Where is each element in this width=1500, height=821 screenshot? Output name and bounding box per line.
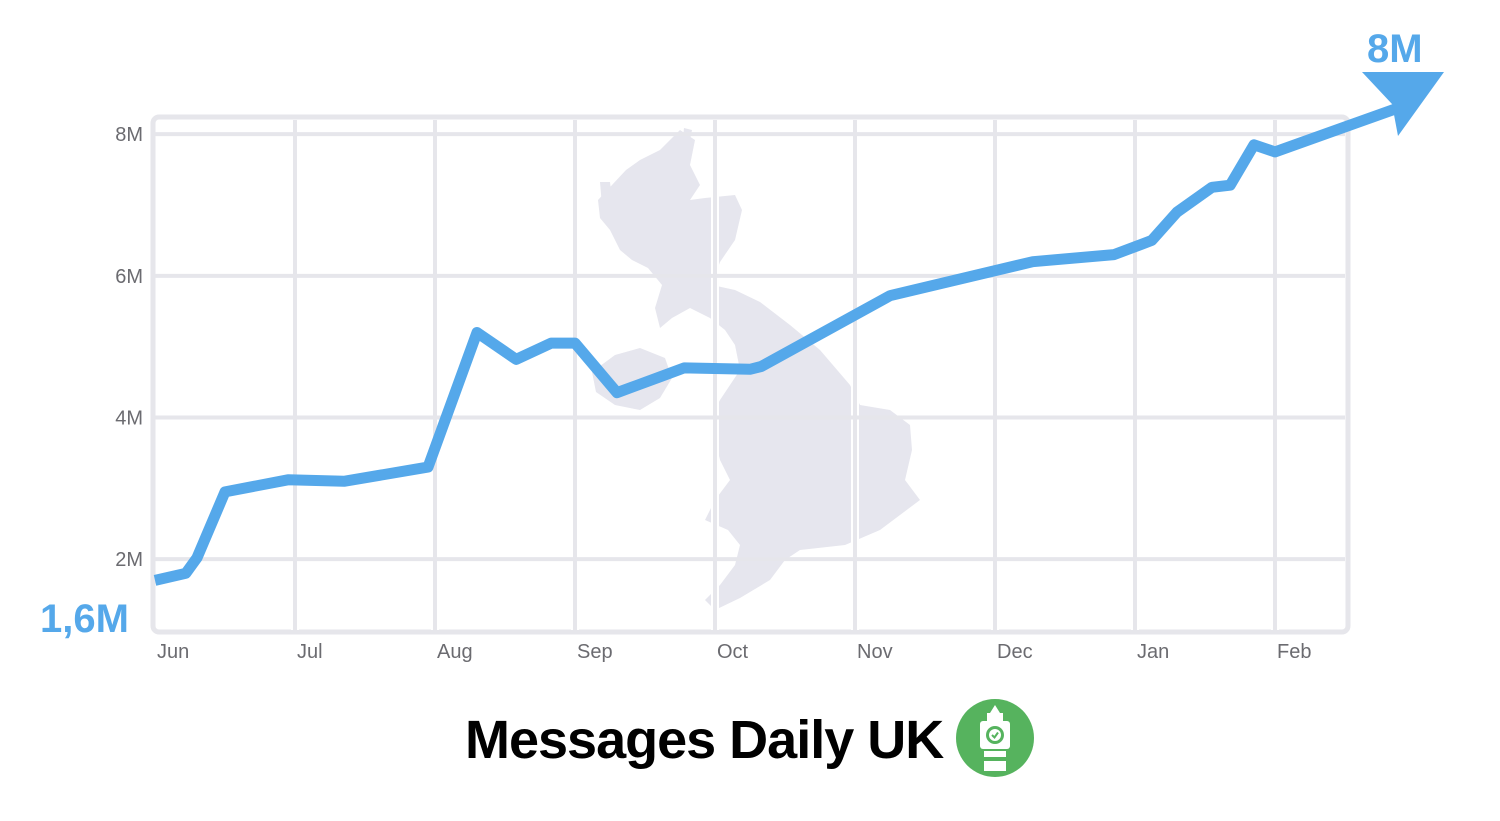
x-axis-ticks: Jun Jul Aug Sep Oct Nov Dec Jan Feb xyxy=(157,641,1311,663)
x-tick-label: Jul xyxy=(297,641,323,663)
x-tick-label: Aug xyxy=(437,641,473,663)
x-tick-label: Dec xyxy=(997,641,1033,663)
y-axis-ticks: 2M 4M 6M 8M xyxy=(115,124,143,571)
x-tick-label: Jan xyxy=(1137,641,1169,663)
caption: Messages Daily UK xyxy=(0,700,1500,780)
series-line xyxy=(153,104,1396,586)
x-tick-label: Oct xyxy=(717,641,749,663)
x-tick-label: Sep xyxy=(577,641,613,663)
x-tick-label: Nov xyxy=(857,641,893,663)
series-group xyxy=(153,104,1396,586)
x-tick-label: Feb xyxy=(1277,641,1311,663)
end-value-label: 8M xyxy=(1367,27,1423,71)
paper-plane-arrow-icon xyxy=(1362,72,1444,136)
start-value-label: 1,6M xyxy=(40,597,129,641)
grid-lines xyxy=(155,120,1345,630)
y-tick-label: 4M xyxy=(115,408,143,430)
y-tick-label: 8M xyxy=(115,124,143,146)
y-tick-label: 2M xyxy=(115,549,143,571)
chart-title: Messages Daily UK xyxy=(465,710,944,770)
big-ben-clock-icon xyxy=(956,699,1034,777)
x-tick-label: Jun xyxy=(157,641,189,663)
y-tick-label: 6M xyxy=(115,266,143,288)
